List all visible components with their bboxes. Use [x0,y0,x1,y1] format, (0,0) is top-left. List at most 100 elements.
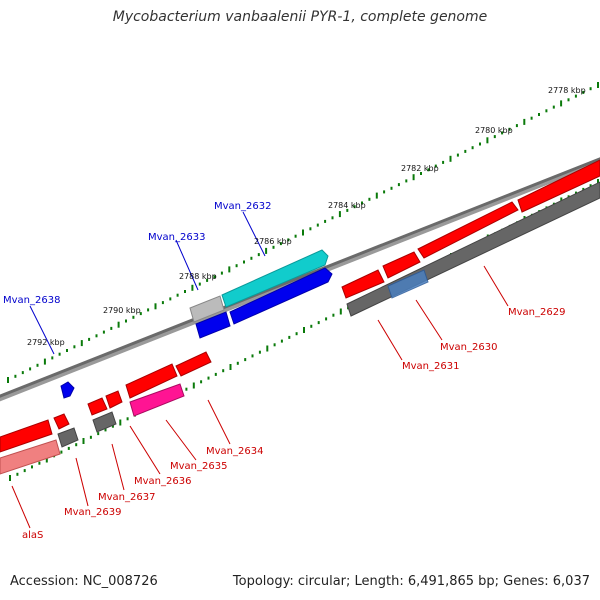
leader-lines [11,211,509,529]
scale-tick-outer [346,208,349,212]
scale-tick-outer [139,312,142,316]
scale-tick-outer [279,242,282,246]
scale-tick-inner [582,187,585,191]
scale-tick-outer [213,275,216,279]
scale-tick-outer [589,87,592,91]
gene-label[interactable]: Mvan_2629 [508,307,565,318]
gene-Mvan-2635[interactable] [125,363,178,399]
scale-tick-outer [21,371,24,375]
scale-tick-inner [23,469,26,473]
scale-tick-outer [515,124,518,128]
gene-label[interactable]: Mvan_2635 [170,461,227,472]
gene-Mvan-2632[interactable] [221,249,329,308]
scale-tick-outer [51,356,54,360]
scale-tick-inner [97,432,100,436]
map-title: Mycobacterium vanbaalenii PYR-1, complet… [112,9,488,25]
scale-tick-outer [36,363,39,367]
scale-tick-outer [161,301,164,305]
scale-tick-outer [390,186,393,190]
scale-tick-outer [560,100,563,107]
gene-Mvan-2633-blue[interactable] [195,311,231,339]
scale-tick-outer [125,319,127,323]
gene-label[interactable]: Mvan_2633 [148,232,205,243]
scale-tick-outer [206,278,209,282]
scale-tick-outer [331,216,334,220]
gene-Mvan-2630[interactable] [382,251,421,279]
gene-label[interactable]: Mvan_2634 [206,446,263,457]
scale-tick-outer [110,326,113,330]
scale-tick-outer [449,155,452,162]
gene-Mvan-2632-blue[interactable] [229,267,333,325]
scale-tick-outer [191,284,194,291]
scale-tick-inner [75,443,78,447]
scale-tick-outer [117,321,120,328]
gene-Mvan-2639-grey[interactable] [57,427,79,448]
scale-tick-inner [325,317,328,321]
scale-tick-outer [88,337,91,341]
gene-label[interactable]: Mvan_2631 [402,361,459,372]
scale-tick-inner [303,327,305,333]
kbp-label: 2790 kbp [103,306,141,315]
gene-label[interactable]: Mvan_2637 [98,492,155,503]
scale-tick-inner [185,387,188,391]
scale-tick-inner [82,438,85,444]
scale-tick-outer [272,245,275,249]
kbp-label: 2788 kbp [179,272,217,281]
scale-tick-inner [207,376,210,380]
backbone [0,157,600,398]
scale-tick-inner [273,343,276,347]
gene-Mvan-2634[interactable] [175,351,212,377]
scale-tick-outer [102,330,105,334]
gene-Mvan-2637[interactable] [105,390,123,409]
gene-label[interactable]: Mvan_2638 [3,295,60,306]
scale-tick-outer [154,303,157,310]
scale-tick-outer [302,229,304,236]
scale-tick-inner [104,428,107,432]
scale-tick-outer [530,116,533,120]
gene-label[interactable]: Mvan_2639 [64,507,121,518]
scale-tick-inner [67,446,70,450]
gene-alaS[interactable] [0,419,53,453]
scale-tick-inner [119,419,122,426]
gene-Mvan-2629[interactable] [417,201,519,259]
scale-tick-outer [7,377,9,383]
gene-Mvan-2637-grey[interactable] [92,411,117,433]
scale-tick-outer [471,146,474,150]
scale-tick-outer [80,340,83,347]
scale-tick-outer [147,308,150,312]
scale-tick-inner [317,321,320,325]
scale-tick-outer [316,223,319,227]
gene-label[interactable]: Mvan_2636 [134,476,191,487]
gene-label[interactable]: Mvan_2632 [214,201,271,212]
gene-Mvan-2631[interactable] [341,269,385,299]
kbp-label: 2792 kbp [27,338,65,347]
scale-tick-outer [375,192,378,199]
scale-tick-outer [508,127,511,131]
scale-tick-outer [353,205,356,209]
gene-Mvan-2637-a[interactable] [87,397,108,416]
scale-tick-inner [200,380,203,384]
gene-Mvan-2639[interactable] [53,413,70,430]
scale-tick-outer [405,179,408,183]
scale-tick-outer [14,374,17,378]
scale-tick-inner [229,364,232,370]
scale-tick-inner [589,184,592,188]
gene-Mvan-2633[interactable] [189,295,225,323]
kbp-label: 2782 kbp [401,164,439,173]
kbp-label: 2786 kbp [254,237,292,246]
scale-tick-outer [220,271,223,275]
scale-tick-outer [420,172,422,175]
scale-tick-outer [523,118,526,125]
gene-alaS-pink[interactable] [0,439,61,475]
scale-tick-outer [567,98,570,102]
scale-tick-inner [9,475,11,481]
gene-Mvan-2638[interactable] [60,381,75,399]
scale-tick-inner [244,358,247,362]
scale-tick-outer [184,290,186,293]
scale-tick-outer [493,135,496,139]
gene-Mvan-2629b[interactable] [517,159,600,213]
gene-Mvan-2636[interactable] [129,383,185,417]
gene-label[interactable]: Mvan_2630 [440,342,497,353]
gene-label[interactable]: alaS [22,530,43,541]
